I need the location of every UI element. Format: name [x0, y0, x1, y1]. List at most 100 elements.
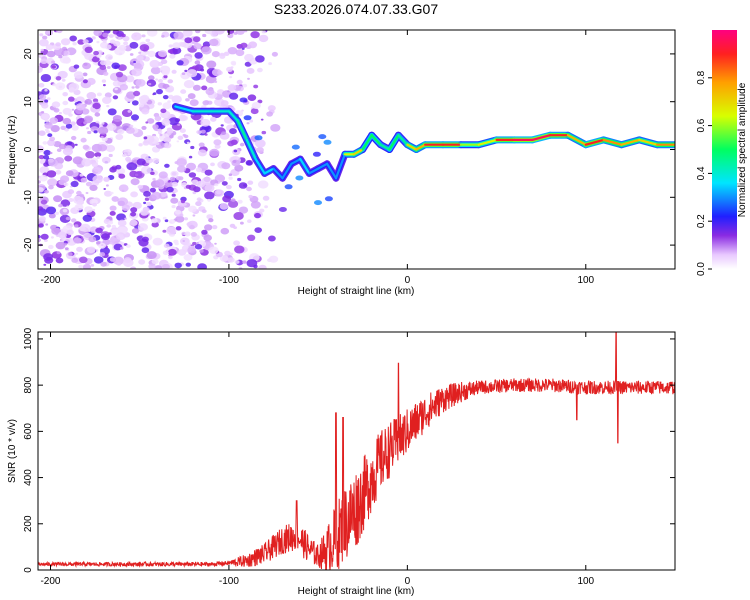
spectrogram-ridge-core-segment — [281, 162, 293, 180]
spectrogram-y-tick-label: 0 — [23, 146, 34, 152]
spectrogram-noise-blob — [227, 140, 235, 147]
spectrogram-noise-blob — [80, 223, 91, 232]
spectrogram-noise-blob — [237, 199, 243, 204]
spectrogram-x-tick-label: -200 — [40, 275, 60, 286]
spectrogram-noise-blob — [173, 31, 184, 40]
spectrogram-noise-blob — [97, 144, 108, 152]
spectrogram-noise-blob — [60, 38, 71, 46]
spectrogram-noise-blob — [109, 166, 117, 173]
spectrogram-noise-blob — [239, 142, 245, 147]
spectrogram-noise-blob — [45, 44, 54, 51]
spectrogram-noise-blob — [83, 115, 94, 123]
spectrogram-noise-blob — [257, 99, 263, 104]
spectrogram-noise-blob — [63, 182, 69, 187]
spectrogram-noise-blob — [174, 209, 182, 215]
spectrogram-noise-blob — [189, 225, 195, 230]
spectrogram-noise-blob — [48, 185, 54, 190]
spectrogram-noise-blob — [91, 162, 99, 168]
spectrogram-noise-blob — [74, 203, 84, 211]
spectrogram-noise-blob — [55, 170, 62, 175]
spectrogram-noise-blob — [55, 42, 61, 47]
spectrogram-noise-blob — [141, 125, 147, 130]
spectrogram-noise-blob — [93, 256, 104, 264]
spectrogram-noise-blob — [46, 50, 56, 58]
spectrogram-noise-blob — [177, 135, 184, 140]
spectrogram-noise-blob — [106, 184, 109, 187]
snr-y-tick-label: 400 — [23, 469, 34, 486]
spectrogram-noise-blob — [233, 31, 238, 35]
colorbar-label: Normalized spectral amplitude — [737, 82, 748, 217]
spectrogram-noise-blob — [131, 114, 139, 121]
spectrogram-noise-blob — [148, 263, 156, 269]
spectrogram-noise-blob — [76, 190, 82, 196]
spectrogram-noise-blob — [146, 118, 155, 124]
spectrogram-noise-blob — [261, 30, 266, 34]
spectrogram-noise-blob — [214, 144, 221, 149]
spectrogram-noise-blob — [162, 216, 167, 220]
spectrogram-y-ticks: -20 -10 0 10 20 — [23, 48, 675, 252]
spectrogram-noise-blob — [113, 256, 124, 265]
spectrogram-noise-blob — [168, 44, 173, 48]
spectrogram-noise-blob — [62, 57, 71, 64]
spectrogram-noise-blob — [64, 155, 73, 162]
spectrogram-noise-blob — [266, 111, 273, 117]
snr-y-ticks: 0 200 400 600 800 1000 — [23, 327, 675, 573]
spectrogram-noise-blob — [129, 53, 134, 56]
spectrogram-noise-blob — [196, 130, 202, 135]
spectrogram-noise-blob — [51, 227, 61, 235]
spectrogram-noise-blob — [62, 117, 72, 125]
spectrogram-noise-blob — [102, 39, 107, 44]
spectrogram-ridge-core-segment — [290, 158, 302, 165]
spectrogram-side-blob — [318, 134, 327, 140]
spectrogram-ridge-core-segment — [406, 143, 418, 151]
spectrogram-noise-blob — [57, 231, 67, 239]
spectrogram-noise-blob — [97, 126, 109, 135]
snr-y-tick-label: 1000 — [23, 327, 34, 350]
spectrogram-noise-blob — [168, 255, 173, 260]
spectrogram-side-blob — [278, 207, 287, 212]
spectrogram-noise-blob — [179, 128, 186, 134]
spectrogram-noise-blob — [77, 39, 85, 45]
spectrogram-noise-blob — [161, 69, 170, 76]
spectrogram-noise-blob — [192, 241, 197, 246]
spectrogram-noise-blob — [134, 170, 145, 179]
colorbar-gradient — [712, 30, 737, 269]
spectrogram-noise-blob — [68, 198, 74, 202]
spectrogram-noise-blob — [147, 50, 156, 58]
spectrogram-noise-blob — [231, 198, 236, 202]
spectrogram-noise-blob — [246, 186, 252, 192]
spectrogram-ridge-core-segment — [236, 119, 248, 141]
spectrogram-noise-blob — [247, 94, 257, 101]
snr-x-tick-label: -100 — [219, 576, 239, 587]
spectrogram-noise-blob — [209, 148, 220, 157]
spectrogram-noise-blob — [231, 62, 237, 66]
spectrogram-noise-blob — [109, 211, 116, 216]
spectrogram-noise-blob — [250, 201, 261, 209]
spectrogram-noise-blob — [93, 50, 99, 56]
spectrogram-noise-blob — [249, 119, 254, 123]
spectrogram-noise-blob — [238, 206, 249, 214]
spectrogram-noise-blob — [91, 167, 102, 175]
spectrogram-noise-blob — [62, 100, 69, 106]
spectrogram-noise-blob — [156, 88, 163, 95]
spectrogram-noise-blob — [202, 33, 207, 38]
spectrogram-noise-blob — [244, 53, 254, 62]
spectrogram-noise-blob — [145, 157, 153, 164]
spectrogram-ridge-core-segment — [308, 167, 320, 175]
spectrogram-noise-blob — [166, 86, 174, 93]
spectrogram-noise-blob — [268, 62, 272, 66]
spectrogram-y-tick-label: -10 — [23, 190, 34, 205]
spectrogram-noise-blob — [138, 95, 149, 104]
spectrogram-noise-blob — [60, 125, 66, 130]
spectrogram-noise-blob — [125, 244, 131, 248]
spectrogram-noise-blob — [138, 51, 142, 54]
spectrogram-noise-blob — [228, 200, 239, 208]
spectrogram-noise-blob — [199, 249, 204, 253]
spectrogram-side-blob — [324, 196, 333, 202]
spectrogram-noise-blob — [260, 118, 264, 121]
spectrogram-noise-blob — [171, 181, 178, 187]
spectrogram-noise-blob — [100, 261, 107, 267]
spectrogram-noise-blob — [82, 39, 89, 44]
spectrogram-noise-blob — [49, 117, 58, 124]
spectrogram-side-blob — [284, 184, 293, 190]
